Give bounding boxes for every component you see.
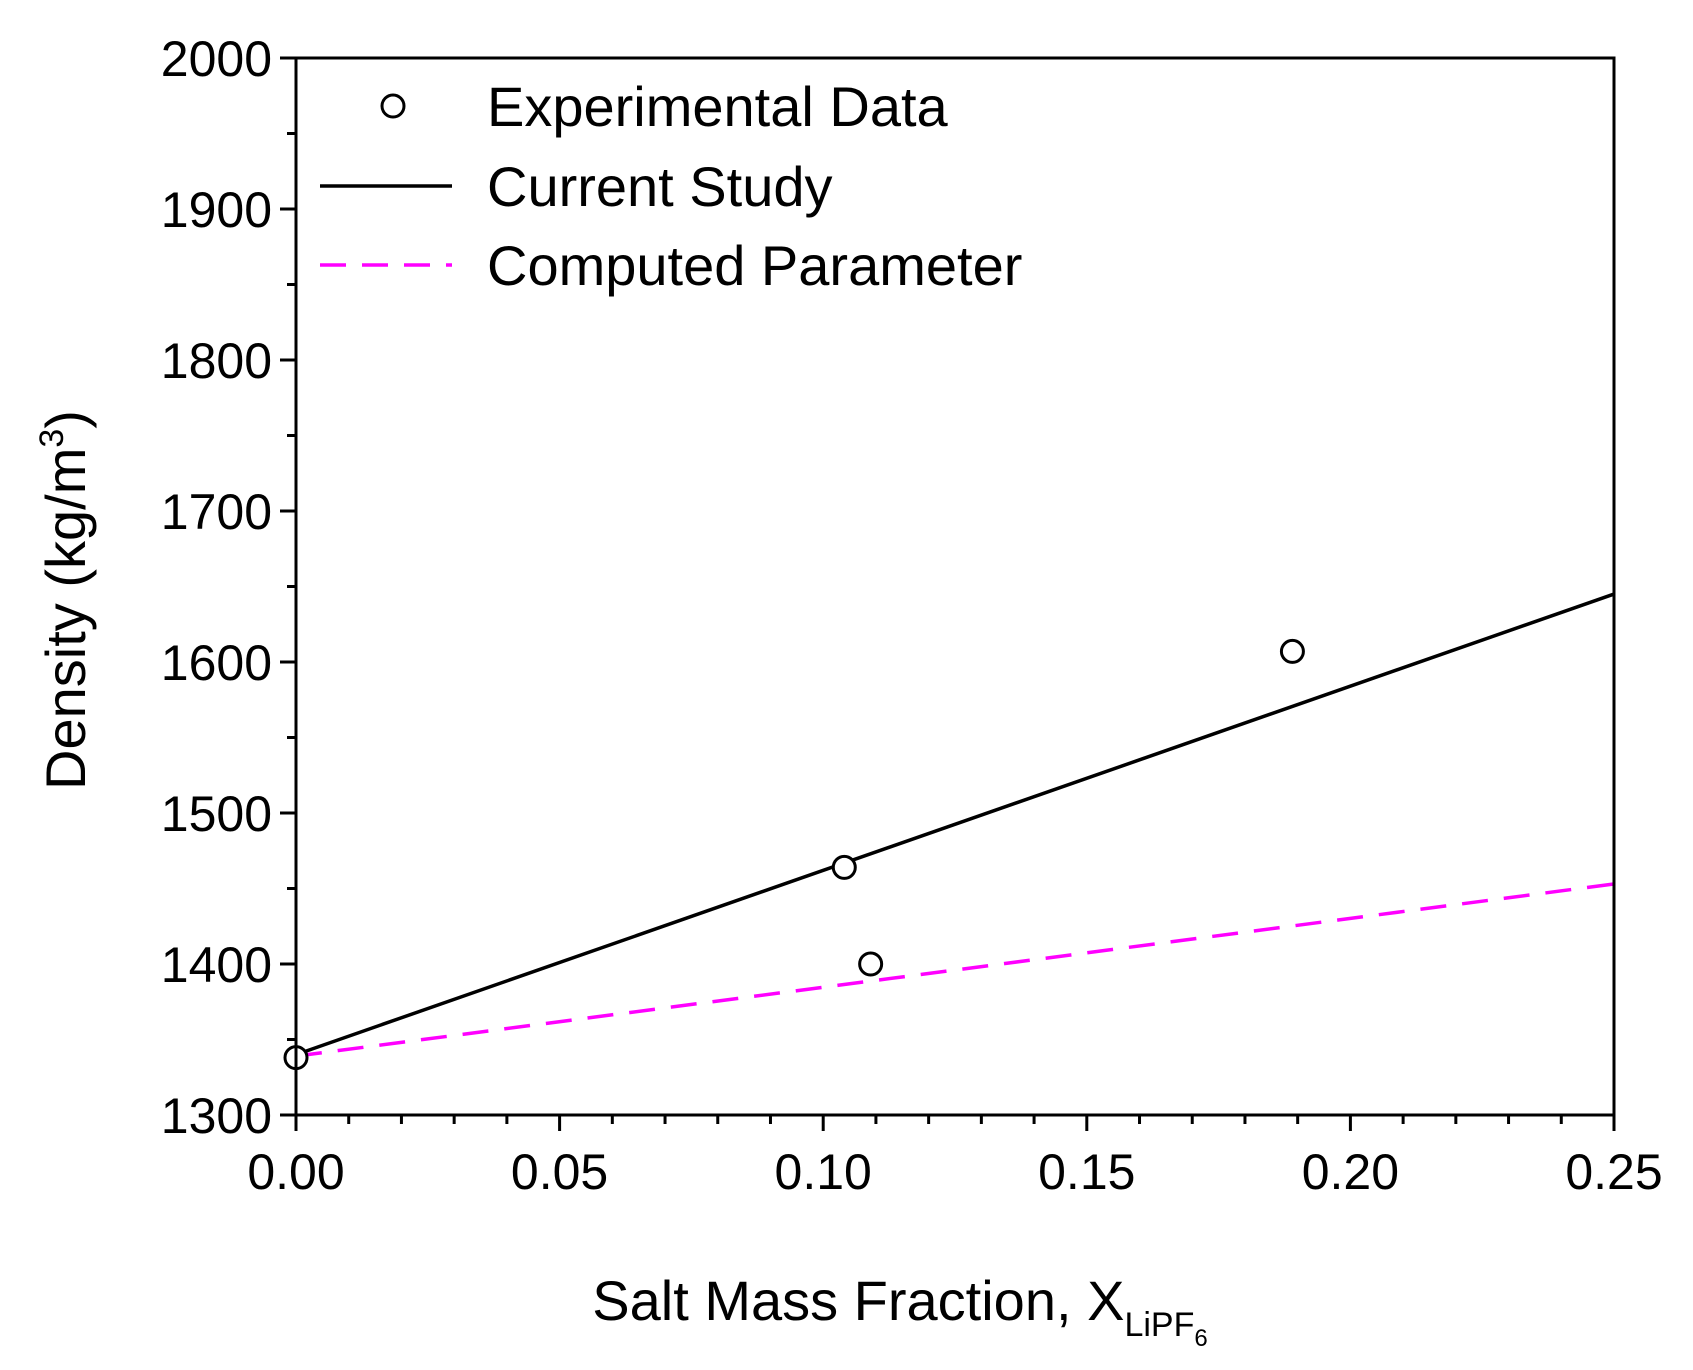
- y-axis-title: Density (kg/m3): [33, 410, 97, 790]
- x-axis-title: Salt Mass Fraction, XLiPF6: [592, 1269, 1207, 1352]
- x-tick-label: 0.00: [247, 1144, 344, 1200]
- x-tick-label: 0.20: [1302, 1144, 1399, 1200]
- y-tick-label: 1900: [161, 182, 272, 238]
- y-tick-label: 1800: [161, 333, 272, 389]
- y-tick-label: 2000: [161, 31, 272, 87]
- y-tick-label: 1400: [161, 937, 272, 993]
- x-tick-label: 0.15: [1038, 1144, 1135, 1200]
- x-axis-title-subscript: LiPF: [1124, 1306, 1194, 1344]
- legend-label: Experimental Data: [487, 75, 949, 138]
- legend-label: Computed Parameter: [487, 234, 1022, 297]
- y-axis-title-superscript: 3: [33, 429, 71, 448]
- computed-parameter-line: [295, 882, 1615, 1058]
- x-tick-label: 0.05: [511, 1144, 608, 1200]
- y-tick-label: 1700: [161, 484, 272, 540]
- x-axis-title-subsubscript: 6: [1194, 1325, 1207, 1352]
- legend: Experimental Data Current Study Computed P…: [320, 75, 1022, 297]
- x-tick-label: 0.10: [775, 1144, 872, 1200]
- y-tick-label: 1500: [161, 786, 272, 842]
- y-tick-label: 1600: [161, 635, 272, 691]
- legend-marker-experimental: [380, 93, 406, 119]
- experimental-data-point: [858, 951, 884, 977]
- x-tick-label: 0.25: [1565, 1144, 1662, 1200]
- experimental-data-point: [1279, 638, 1305, 664]
- y-tick-label: 1300: [161, 1088, 272, 1144]
- experimental-data-point: [831, 854, 857, 880]
- legend-label: Current Study: [487, 155, 833, 218]
- current-study-line: [295, 592, 1615, 1057]
